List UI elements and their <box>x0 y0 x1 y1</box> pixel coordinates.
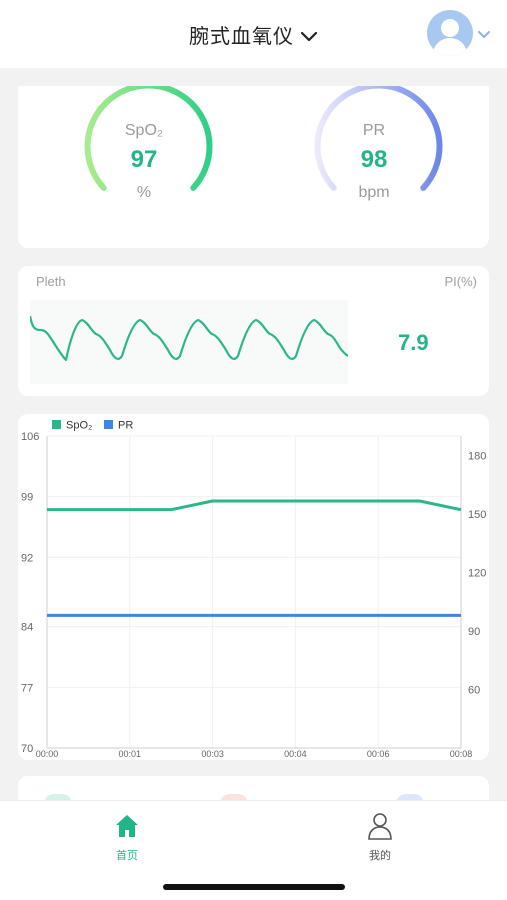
home-icon <box>82 811 172 841</box>
tab-bar: 首页 我的 <box>0 800 507 900</box>
pleth-waveform <box>28 300 349 384</box>
pr-unit: bpm <box>358 184 390 201</box>
vitals-card: SpO₂ 97 % PR 98 bpm <box>18 86 489 248</box>
tab-mine-label: 我的 <box>369 850 391 862</box>
pr-gauge: PR 98 bpm <box>304 86 444 226</box>
legend-label: SpO₂ <box>66 420 92 432</box>
chevron-down-icon <box>300 26 318 49</box>
legend-label: PR <box>118 420 133 432</box>
user-icon <box>335 811 425 841</box>
x-tick-label: 00:04 <box>284 749 307 759</box>
x-tick-label: 00:00 <box>36 749 59 759</box>
y-left-tick-label: 77 <box>21 682 33 694</box>
app-header: 腕式血氧仪 <box>0 0 507 68</box>
y-left-tick-label: 106 <box>21 431 39 443</box>
x-tick-label: 00:03 <box>201 749 224 759</box>
spo2-gauge: SpO₂ 97 % <box>74 86 214 226</box>
trend-chart-card: 106 99 92 84 77 70 180 150 120 90 60 00:00 00:01 00:0… <box>18 414 489 760</box>
y-right-tick-label: 90 <box>468 626 480 638</box>
spo2-value: 97 <box>130 146 158 173</box>
y-left-tick-label: 99 <box>21 492 33 504</box>
tab-home-label: 首页 <box>116 850 138 862</box>
spo2-label: SpO₂ <box>124 122 164 139</box>
legend-swatch <box>52 420 61 429</box>
y-left-tick-label: 92 <box>21 552 33 564</box>
y-left-tick-label: 84 <box>21 622 33 634</box>
x-tick-label: 00:01 <box>119 749 142 759</box>
pleth-label: Pleth <box>36 274 66 289</box>
series-line <box>47 499 462 512</box>
y-right-tick-label: 60 <box>468 685 480 697</box>
pi-label: PI(%) <box>444 274 478 289</box>
x-tick-label: 00:06 <box>367 749 390 759</box>
pr-value: 98 <box>360 146 388 173</box>
tab-mine[interactable]: 我的 <box>335 811 425 863</box>
spo2-unit: % <box>136 184 152 201</box>
account-menu[interactable] <box>427 10 497 56</box>
avatar[interactable] <box>427 10 473 56</box>
pr-label: PR <box>362 122 386 139</box>
y-right-tick-label: 180 <box>468 451 486 463</box>
home-indicator <box>163 884 345 890</box>
device-selector[interactable]: 腕式血氧仪 <box>0 20 507 49</box>
shortcut-icon[interactable] <box>220 794 248 804</box>
trend-chart: 106 99 92 84 77 70 180 150 120 90 60 00:00 00:01 00:0… <box>21 420 486 760</box>
page-title: 腕式血氧仪 <box>189 26 294 48</box>
tab-home[interactable]: 首页 <box>82 811 172 863</box>
chevron-down-icon[interactable] <box>477 27 491 45</box>
pleth-card: Pleth PI(%) 7.9 <box>18 266 489 396</box>
y-right-tick-label: 150 <box>468 509 486 521</box>
y-left-tick-label: 70 <box>21 743 33 755</box>
shortcut-icon[interactable] <box>44 794 72 804</box>
pi-value: 7.9 <box>398 330 429 355</box>
x-tick-label: 00:08 <box>450 749 473 759</box>
legend-swatch <box>104 420 113 429</box>
shortcut-icon[interactable] <box>396 794 424 804</box>
y-right-tick-label: 120 <box>468 568 486 580</box>
